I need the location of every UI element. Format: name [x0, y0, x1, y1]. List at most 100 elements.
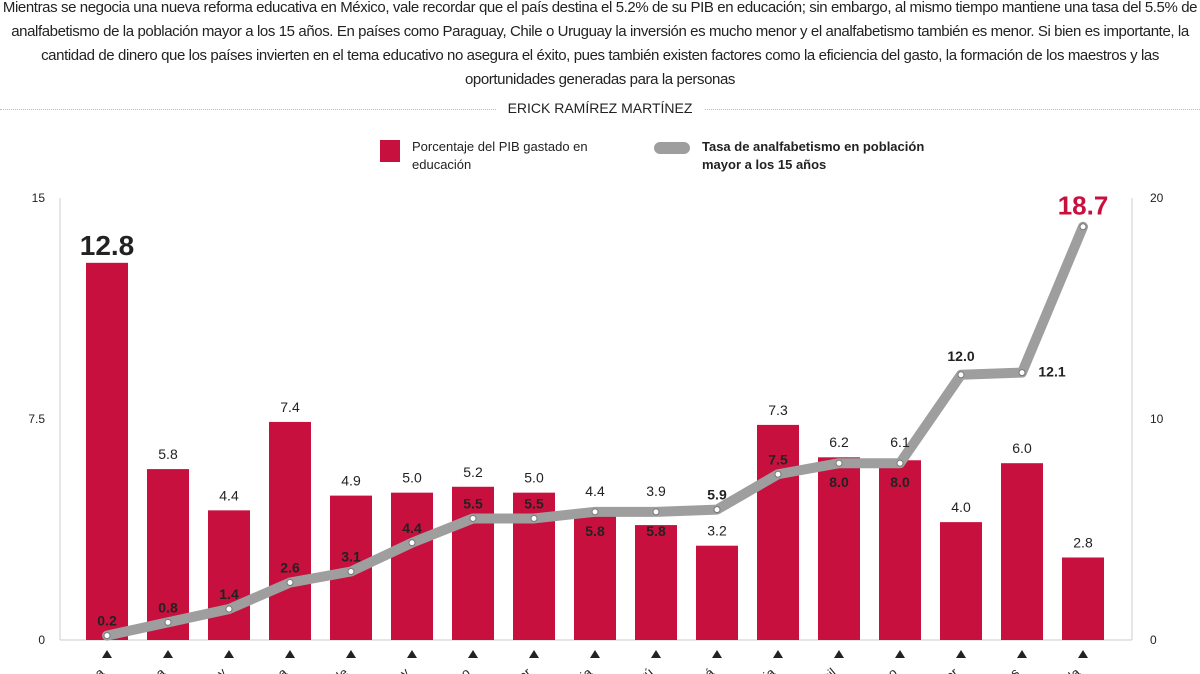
legend-label-line: Tasa de analfabetismo en población mayor…	[702, 139, 925, 172]
bar	[940, 522, 982, 640]
line-point	[286, 579, 294, 587]
line-value-label: 3.1	[341, 548, 361, 564]
line-value-label: 5.9	[707, 487, 727, 503]
line-point	[225, 605, 233, 613]
bar-value-label: 6.0	[1012, 440, 1032, 456]
category-label: ca	[270, 664, 291, 674]
bar-value-label: 5.0	[402, 470, 422, 486]
category-marker-icon	[407, 650, 417, 658]
category-label: ala	[1060, 664, 1084, 674]
category-label: ma	[144, 664, 168, 674]
category-label: co	[453, 665, 473, 674]
line-value-label: 5.5	[524, 495, 544, 511]
bar-value-label: 4.4	[219, 487, 239, 503]
line-value-label: 5.5	[463, 495, 483, 511]
category-label: co	[880, 665, 900, 674]
category-marker-icon	[773, 650, 783, 658]
line-point	[896, 459, 904, 467]
line-value-label: 7.5	[768, 451, 788, 467]
line-value-label: 0.8	[158, 599, 178, 615]
category-label: ia	[761, 664, 779, 674]
category-marker-icon	[895, 650, 905, 658]
category-label: ile	[331, 665, 351, 674]
legend-item-bar: Porcentaje del PIB gastado en educación	[380, 138, 602, 174]
bar-value-label: 2.8	[1073, 534, 1093, 550]
category-marker-icon	[102, 650, 112, 658]
bar	[696, 545, 738, 640]
left-tick-label: 7.5	[28, 412, 45, 426]
bar-value-label: 5.2	[463, 464, 483, 480]
line-point	[957, 371, 965, 379]
left-tick-label: 15	[32, 191, 46, 205]
author: ERICK RAMÍREZ MARTÍNEZ	[495, 100, 705, 116]
legend-swatch-line	[654, 142, 690, 154]
bar	[879, 460, 921, 640]
right-tick-label: 10	[1150, 412, 1164, 426]
line-point	[774, 470, 782, 478]
right-tick-label: 0	[1150, 633, 1157, 647]
line-point	[713, 506, 721, 514]
line-point	[835, 459, 843, 467]
bar	[1001, 463, 1043, 640]
bar	[269, 421, 311, 640]
bar-value-label: 7.3	[768, 402, 788, 418]
category-marker-icon	[163, 650, 173, 658]
category-marker-icon	[224, 650, 234, 658]
category-marker-icon	[529, 650, 539, 658]
category-marker-icon	[590, 650, 600, 658]
legend-label-bar: Porcentaje del PIB gastado en educación	[412, 139, 588, 172]
category-label: as	[1002, 664, 1023, 674]
line-point	[469, 514, 477, 522]
category-label: or	[515, 664, 534, 674]
bar	[574, 510, 616, 640]
line-value-label: 12.0	[947, 348, 974, 364]
category-label: ba	[86, 664, 107, 674]
line-value-label: 1.4	[219, 586, 239, 602]
line-point	[652, 508, 660, 516]
category-label: ay	[209, 664, 230, 674]
legend-item-line: Tasa de analfabetismo en población mayor…	[654, 138, 952, 174]
line-value-label: 8.0	[890, 474, 910, 490]
line-value-label: 8.0	[829, 474, 849, 490]
bar-value-label: 6.1	[890, 434, 910, 450]
line-point	[1018, 369, 1026, 377]
legend-swatch-bar	[380, 140, 400, 162]
category-label: ay	[392, 664, 413, 674]
category-label: ná	[696, 664, 717, 674]
bar	[757, 424, 799, 640]
bar-value-label: 6.2	[829, 434, 849, 450]
bar-value-label: 7.4	[280, 399, 300, 415]
bar	[452, 486, 494, 640]
line-point	[530, 514, 538, 522]
bar-value-label: 12.8	[80, 230, 135, 261]
bar	[86, 262, 128, 640]
bar	[635, 525, 677, 640]
byline: ERICK RAMÍREZ MARTÍNEZ	[0, 100, 1200, 116]
bar	[818, 457, 860, 640]
line-point	[164, 618, 172, 626]
category-marker-icon	[468, 650, 478, 658]
left-tick-label: 0	[38, 633, 45, 647]
category-marker-icon	[285, 650, 295, 658]
line-value-label: 5.8	[646, 523, 666, 539]
category-label: rú	[637, 665, 655, 674]
category-marker-icon	[651, 650, 661, 658]
line-value-label: 18.7	[1058, 191, 1109, 221]
right-tick-label: 20	[1150, 191, 1164, 205]
category-marker-icon	[956, 650, 966, 658]
line-value-label: 5.8	[585, 523, 605, 539]
bar-value-label: 5.0	[524, 470, 544, 486]
category-marker-icon	[834, 650, 844, 658]
bar-value-label: 4.9	[341, 473, 361, 489]
line-point	[347, 567, 355, 575]
bar-value-label: 3.2	[707, 523, 727, 539]
bar-value-label: 3.9	[646, 483, 666, 499]
line-point	[103, 632, 111, 640]
bar	[1062, 557, 1104, 640]
category-marker-icon	[712, 650, 722, 658]
line-point	[1079, 223, 1087, 231]
category-label: sil	[820, 665, 839, 674]
category-marker-icon	[346, 650, 356, 658]
category-marker-icon	[1078, 650, 1088, 658]
